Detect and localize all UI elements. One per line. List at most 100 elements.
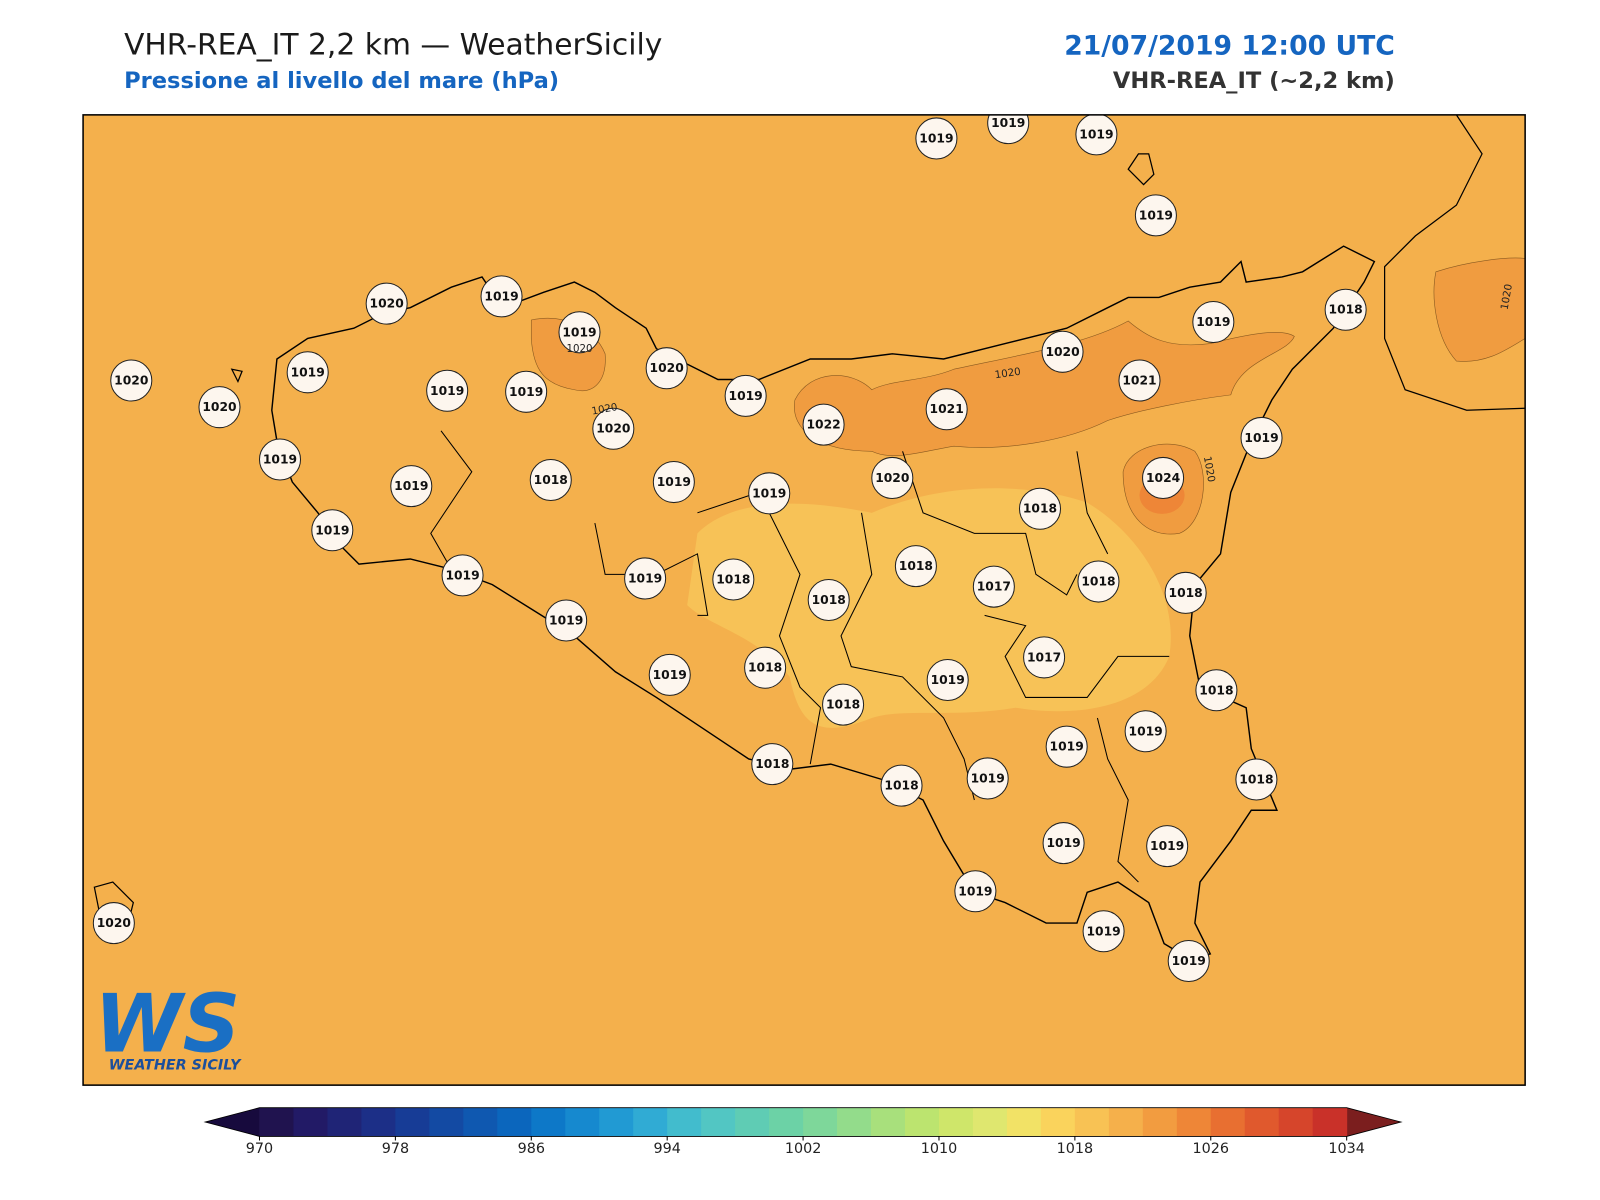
station: 1019 — [311, 509, 354, 552]
station: 1019 — [390, 465, 433, 508]
station: 1018 — [807, 578, 850, 622]
station: 1019 — [724, 374, 767, 417]
station-marker — [592, 407, 635, 450]
colorbar-bin — [701, 1107, 736, 1137]
stations: 1019 1019 1019 1019 1020 1019 1019 1020 1020 1019… — [92, 114, 1367, 983]
station: 1019 — [1042, 822, 1085, 865]
station-value: 1018 — [1023, 502, 1057, 516]
station: 1018 — [751, 743, 794, 786]
station: 1021 — [925, 388, 968, 431]
colorbar-bin — [1176, 1107, 1212, 1137]
colorbar-tick-label: 994 — [653, 1141, 680, 1157]
station: 1019 — [1082, 910, 1125, 953]
station-value: 1018 — [1199, 683, 1233, 697]
station: 1018 — [1164, 571, 1207, 614]
station-value: 1018 — [1239, 772, 1273, 786]
station-marker — [441, 554, 484, 597]
station: 1019 — [915, 117, 958, 160]
station: 1020 — [92, 902, 135, 945]
station: 1019 — [1240, 416, 1283, 459]
station-value: 1018 — [899, 559, 933, 573]
station: 1019 — [1192, 301, 1235, 344]
station: 1020 — [198, 386, 241, 429]
colorbar-tick-label: 1034 — [1328, 1141, 1365, 1157]
station-marker — [645, 347, 688, 390]
colorbar-bin — [1210, 1107, 1246, 1137]
station-marker — [624, 557, 667, 600]
station-value: 1019 — [752, 486, 786, 500]
station: 1019 — [286, 351, 329, 394]
station-marker — [751, 743, 794, 786]
colorbar-bin — [497, 1107, 532, 1137]
colorbar-bin — [463, 1107, 498, 1137]
station-marker — [311, 509, 354, 552]
station: 1020 — [871, 456, 914, 499]
colorbar-bin — [1108, 1107, 1144, 1137]
station: 1019 — [1146, 825, 1189, 868]
station-marker — [286, 351, 329, 394]
logo-name: WEATHER SICILY — [109, 1058, 242, 1074]
station: 1024 — [1142, 456, 1185, 499]
colorbar-bin — [1312, 1107, 1348, 1137]
station-value: 1020 — [1045, 345, 1079, 359]
map-frame — [82, 114, 1526, 1086]
station-value: 1019 — [657, 475, 691, 489]
station-marker — [807, 578, 850, 622]
station-value: 1019 — [315, 523, 349, 537]
station-value: 1019 — [1150, 839, 1184, 853]
station-marker — [915, 117, 958, 160]
station: 1018 — [1324, 288, 1367, 331]
station-value: 1019 — [509, 385, 543, 399]
station: 1017 — [1023, 636, 1066, 679]
station: 1018 — [822, 683, 865, 726]
station-value: 1019 — [971, 771, 1005, 785]
station-value: 1018 — [826, 698, 860, 712]
station-value: 1019 — [653, 668, 687, 682]
station: 1020 — [110, 359, 153, 402]
station: 1019 — [1045, 725, 1088, 768]
station-marker — [724, 374, 767, 417]
station-value: 1021 — [930, 402, 964, 416]
province-borders — [430, 430, 1170, 883]
station-value: 1017 — [977, 580, 1011, 594]
station-value: 1018 — [1081, 575, 1115, 589]
station: 1019 — [480, 275, 523, 318]
station-value: 1019 — [549, 614, 583, 628]
station: 1019 — [545, 599, 588, 642]
station: 1019 — [1167, 940, 1210, 983]
station-value: 1019 — [1139, 208, 1173, 222]
station-marker — [426, 369, 469, 412]
station: 1019 — [426, 369, 469, 412]
station-marker — [1042, 822, 1085, 865]
station-marker — [558, 311, 601, 354]
colorbar-bin — [837, 1107, 872, 1137]
station-value: 1018 — [748, 661, 782, 675]
colorbar-bin — [633, 1107, 668, 1137]
station: 1020 — [365, 282, 408, 325]
station-value: 1017 — [1027, 650, 1061, 664]
station: 1018 — [1077, 560, 1120, 603]
station-value: 1020 — [114, 374, 148, 388]
station: 1020 — [592, 407, 635, 450]
station: 1019 — [748, 472, 791, 515]
station-marker — [880, 764, 923, 807]
colorbar-bin — [735, 1107, 770, 1137]
station-marker — [987, 114, 1030, 145]
station: 1021 — [1118, 359, 1161, 402]
colorbar-tick-label: 970 — [246, 1141, 273, 1157]
station-value: 1019 — [1050, 740, 1084, 754]
station-value: 1018 — [1169, 586, 1203, 600]
station-value: 1019 — [1244, 431, 1278, 445]
colorbar-over — [1346, 1107, 1402, 1137]
station: 1019 — [1134, 194, 1177, 237]
station-marker — [1082, 910, 1125, 953]
map: 1019 1019 1019 1019 1020 1019 1019 1020 1020 1019… — [83, 114, 1526, 1086]
station-marker — [198, 386, 241, 429]
station-value: 1019 — [729, 389, 763, 403]
station-value: 1019 — [1046, 836, 1080, 850]
station: 1019 — [258, 438, 302, 481]
station-marker — [1077, 560, 1120, 603]
station-marker — [966, 757, 1009, 800]
station: 1018 — [1195, 669, 1238, 712]
colorbar-bin — [1006, 1107, 1042, 1137]
